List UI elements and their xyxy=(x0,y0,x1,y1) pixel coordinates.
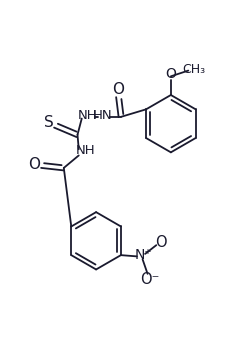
Text: O: O xyxy=(155,235,167,250)
Text: CH₃: CH₃ xyxy=(182,63,205,76)
Text: O: O xyxy=(113,82,125,97)
Text: HN: HN xyxy=(93,109,113,122)
Text: O: O xyxy=(28,157,40,172)
Text: S: S xyxy=(44,115,54,130)
Text: O⁻: O⁻ xyxy=(140,272,159,287)
Text: NH: NH xyxy=(76,144,95,157)
Text: N⁺: N⁺ xyxy=(135,248,152,262)
Text: O: O xyxy=(165,67,176,81)
Text: NH: NH xyxy=(78,109,97,122)
